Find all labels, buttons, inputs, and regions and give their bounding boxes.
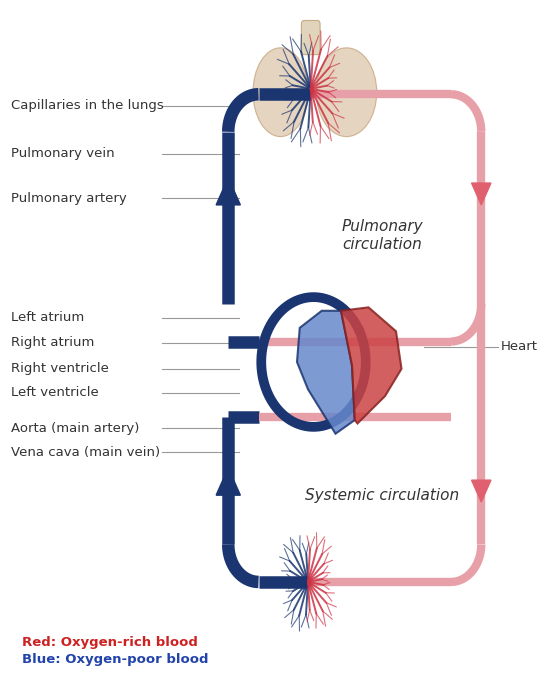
Text: Left atrium: Left atrium [11, 311, 84, 324]
Text: Pulmonary vein: Pulmonary vein [11, 147, 114, 161]
Polygon shape [471, 183, 491, 205]
Text: Capillaries in the lungs: Capillaries in the lungs [11, 99, 164, 113]
Polygon shape [341, 307, 402, 423]
Text: Systemic circulation: Systemic circulation [305, 488, 459, 503]
Polygon shape [216, 468, 240, 495]
Text: Pulmonary artery: Pulmonary artery [11, 191, 127, 205]
Text: Red: Oxygen-rich blood: Red: Oxygen-rich blood [22, 635, 198, 649]
Text: Blue: Oxygen-poor blood: Blue: Oxygen-poor blood [22, 652, 208, 666]
Polygon shape [297, 311, 355, 434]
Polygon shape [471, 480, 491, 502]
Text: Vena cava (main vein): Vena cava (main vein) [11, 445, 160, 459]
FancyBboxPatch shape [301, 20, 320, 55]
Ellipse shape [316, 48, 377, 137]
Text: Right atrium: Right atrium [11, 336, 95, 350]
Text: Pulmonary
circulation: Pulmonary circulation [342, 219, 423, 252]
Text: Right ventricle: Right ventricle [11, 362, 109, 376]
Polygon shape [216, 178, 240, 205]
Text: Aorta (main artery): Aorta (main artery) [11, 421, 139, 435]
Text: Left ventricle: Left ventricle [11, 386, 99, 400]
Text: Heart: Heart [500, 340, 537, 354]
Ellipse shape [253, 48, 308, 137]
